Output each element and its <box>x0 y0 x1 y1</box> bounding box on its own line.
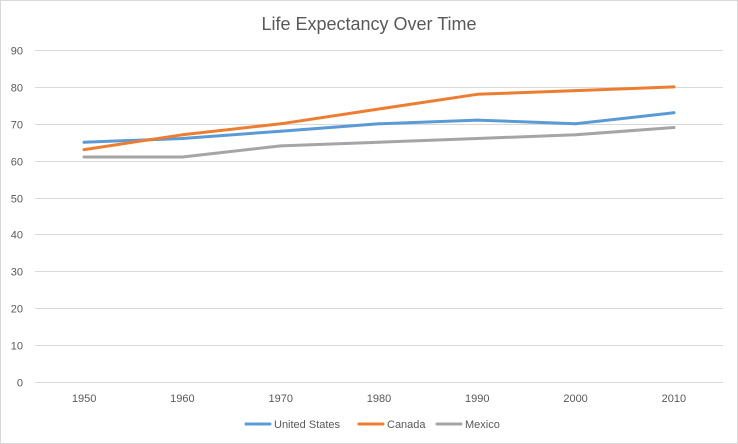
data-point <box>180 137 184 141</box>
data-point <box>475 92 479 96</box>
x-tick-label: 1970 <box>268 393 292 405</box>
data-point <box>377 140 381 144</box>
y-tick-label: 50 <box>11 194 23 206</box>
data-point <box>377 122 381 126</box>
data-point <box>574 133 578 137</box>
legend-item: Mexico <box>435 419 500 431</box>
x-tick-label: 2010 <box>662 393 686 405</box>
data-point <box>82 140 86 144</box>
y-tick-label: 90 <box>11 46 23 58</box>
data-point <box>574 89 578 93</box>
legend: United States Canada Mexico <box>244 419 500 431</box>
y-axis-ticks: 0 10 20 30 40 50 60 70 80 90 <box>11 46 23 390</box>
data-point <box>279 144 283 148</box>
x-tick-label: 1980 <box>367 393 391 405</box>
data-point <box>475 137 479 141</box>
x-axis-ticks: 1950 1960 1970 1980 1990 2000 2010 <box>72 393 686 405</box>
data-point <box>180 133 184 137</box>
y-tick-label: 80 <box>11 83 23 95</box>
y-tick-label: 70 <box>11 120 23 132</box>
data-point <box>672 111 676 115</box>
x-tick-label: 1950 <box>72 393 96 405</box>
legend-item: Canada <box>357 419 426 431</box>
y-tick-label: 0 <box>17 378 23 390</box>
gridlines <box>35 50 723 383</box>
data-point <box>279 129 283 133</box>
chart-title: Life Expectancy Over Time <box>261 14 476 34</box>
data-point <box>672 125 676 129</box>
y-tick-label: 30 <box>11 267 23 279</box>
data-point <box>82 155 86 159</box>
x-tick-label: 2000 <box>563 393 587 405</box>
data-point <box>377 107 381 111</box>
legend-label: United States <box>274 419 341 431</box>
legend-item: United States <box>244 419 341 431</box>
x-tick-label: 1990 <box>465 393 489 405</box>
data-point <box>672 85 676 89</box>
data-point <box>180 155 184 159</box>
data-point <box>82 148 86 152</box>
y-tick-label: 40 <box>11 230 23 242</box>
y-tick-label: 20 <box>11 304 23 316</box>
x-tick-label: 1960 <box>170 393 194 405</box>
legend-label: Canada <box>387 419 426 431</box>
y-tick-label: 60 <box>11 157 23 169</box>
y-tick-label: 10 <box>11 341 23 353</box>
data-point <box>574 122 578 126</box>
legend-label: Mexico <box>465 419 500 431</box>
series-lines <box>82 85 676 159</box>
data-point <box>475 118 479 122</box>
data-point <box>279 122 283 126</box>
